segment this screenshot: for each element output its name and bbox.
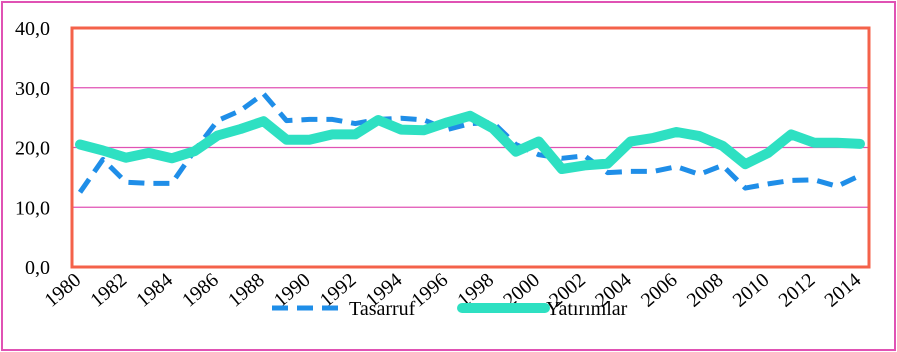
series-line-yatırımlar xyxy=(75,110,865,174)
y-tick-label: 10,0 xyxy=(15,197,50,219)
legend-label: Tasarruf xyxy=(349,298,416,320)
x-axis-tick-labels: 1980 1982 1984 1986 1988 1990 1992 1994 1996 1998… xyxy=(40,269,865,312)
x-tick-label: 2008 xyxy=(683,269,728,312)
x-tick-label: 2012 xyxy=(775,269,820,312)
y-axis-tick-labels: 0,0 10,0 20,0 30,0 40,0 xyxy=(15,18,50,279)
x-tick-label: 1984 xyxy=(132,269,177,312)
x-tick-label: 1988 xyxy=(224,269,269,312)
x-tick-label: 1986 xyxy=(178,269,223,312)
plot-area-border xyxy=(70,26,871,269)
series-lines xyxy=(75,91,865,194)
y-tick-label: 40,0 xyxy=(15,18,50,40)
x-tick-label: 1982 xyxy=(86,269,131,312)
y-tick-label: 30,0 xyxy=(15,78,50,100)
x-tick-label: 2010 xyxy=(729,269,774,312)
x-tick-label: 1990 xyxy=(270,269,315,312)
legend: Tasarruf Yatırımlar xyxy=(272,298,628,320)
x-tick-label: 2006 xyxy=(637,269,682,312)
series-line-tasarruf xyxy=(77,91,862,194)
y-tick-label: 20,0 xyxy=(15,138,50,160)
legend-label: Yatırımlar xyxy=(546,298,628,320)
x-tick-label: 2014 xyxy=(820,269,865,312)
y-tick-label: 0,0 xyxy=(25,257,50,279)
